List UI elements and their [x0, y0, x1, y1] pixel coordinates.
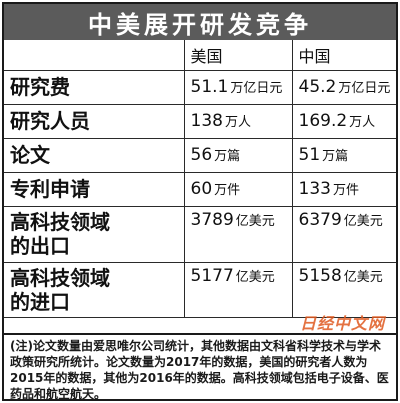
row-label: 高科技领域 的进口 — [4, 261, 185, 318]
cn-value: 51 万篇 — [291, 137, 396, 173]
footnote: (注)论文数量由爱思唯尔公司统计，其他数据由文科省科学技术与学术政策研究所统计。… — [4, 333, 396, 401]
value-unit: 万人 — [349, 115, 376, 130]
us-value: 60 万件 — [183, 171, 293, 207]
value-unit: 万人 — [224, 115, 251, 130]
value-number: 51.1 — [190, 77, 229, 97]
table-row: 高科技领域 的进口 5177 亿美元 5158 亿美元 — [4, 261, 396, 318]
value-unit: 万亿日元 — [230, 81, 283, 96]
comparison-table: 美国 中国 研究费 51.1 万亿日元 45.2 万亿日元 研究人员 138 万人 1… — [4, 40, 396, 318]
value-number: 5177 — [190, 265, 234, 286]
cn-value: 133 万件 — [291, 171, 396, 207]
us-value: 56 万篇 — [183, 137, 293, 173]
value-unit: 亿美元 — [343, 213, 383, 229]
value-unit: 万篇 — [214, 149, 241, 164]
cn-value: 5158 亿美元 — [291, 261, 396, 318]
row-label: 专利申请 — [4, 171, 185, 207]
row-label: 研究费 — [4, 69, 185, 105]
value-number: 5158 — [298, 265, 342, 286]
value-unit: 亿美元 — [235, 213, 275, 229]
value-unit: 万篇 — [322, 149, 349, 164]
value-unit: 万件 — [332, 183, 359, 198]
row-label-line1: 高科技领域 — [10, 210, 110, 234]
value-unit: 亿美元 — [343, 269, 383, 285]
value-number: 138 — [190, 111, 223, 131]
header-row: 美国 中国 — [4, 40, 396, 71]
value-number: 133 — [298, 179, 331, 199]
value-number: 60 — [190, 179, 213, 199]
row-label: 高科技领域 的出口 — [4, 205, 185, 263]
watermark-logo: 日经中文网 — [300, 314, 386, 333]
table-row: 高科技领域 的出口 3789 亿美元 6379 亿美元 — [4, 205, 396, 263]
us-value: 3789 亿美元 — [183, 205, 293, 263]
value-number: 45.2 — [298, 77, 337, 97]
table-row: 研究人员 138 万人 169.2 万人 — [4, 103, 396, 139]
value-number: 51 — [298, 145, 321, 165]
us-value: 5177 亿美元 — [183, 261, 293, 318]
value-number: 56 — [190, 145, 213, 165]
cn-value: 6379 亿美元 — [291, 205, 396, 263]
column-header-us: 美国 — [183, 40, 293, 71]
cn-value: 169.2 万人 — [291, 103, 396, 139]
table-row: 专利申请 60 万件 133 万件 — [4, 171, 396, 207]
value-unit: 万亿日元 — [338, 81, 391, 96]
table-row: 论文 56 万篇 51 万篇 — [4, 137, 396, 173]
row-label-line2: 的出口 — [10, 234, 70, 258]
value-number: 169.2 — [298, 111, 348, 131]
row-label-line2: 的进口 — [10, 289, 70, 314]
header-empty-cell — [4, 40, 185, 71]
table-title: 中美展开研发竞争 — [4, 4, 396, 40]
value-number: 6379 — [298, 209, 342, 230]
us-value: 138 万人 — [183, 103, 293, 139]
value-number: 3789 — [190, 209, 234, 230]
table-row: 研究费 51.1 万亿日元 45.2 万亿日元 — [4, 69, 396, 105]
value-unit: 万件 — [214, 183, 241, 198]
row-label: 论文 — [4, 137, 185, 173]
cn-value: 45.2 万亿日元 — [291, 69, 396, 105]
us-value: 51.1 万亿日元 — [183, 69, 293, 105]
row-label: 研究人员 — [4, 103, 185, 139]
value-unit: 亿美元 — [235, 269, 275, 285]
column-header-cn: 中国 — [291, 40, 396, 71]
row-label-line1: 高科技领域 — [10, 265, 110, 290]
